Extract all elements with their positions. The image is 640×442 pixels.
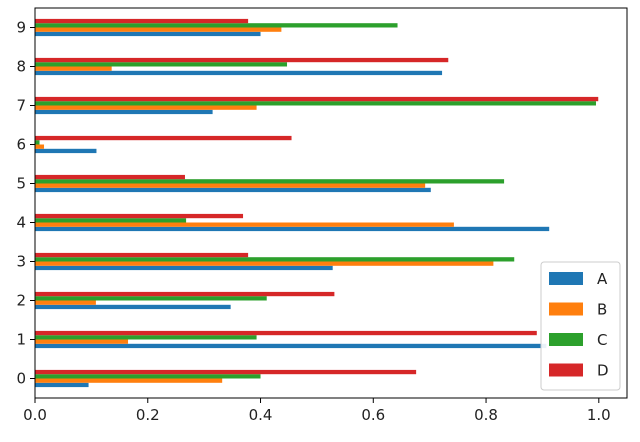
bar-A-3: [35, 265, 333, 271]
x-axis: 0.0 0.2 0.4 0.6 0.8 1.0: [23, 398, 611, 424]
y-tick-label-6: 6: [16, 136, 26, 154]
bar-A-8: [35, 70, 443, 76]
bar-D-9: [35, 18, 249, 24]
x-tick-label-0.0: 0.0: [23, 406, 47, 424]
bar-B-4: [35, 222, 454, 227]
bar-A-0: [35, 382, 89, 388]
y-tick-label-4: 4: [16, 214, 26, 232]
bar-C-1: [35, 335, 257, 340]
bar-B-1: [35, 339, 129, 344]
bar-A-7: [35, 109, 213, 115]
legend-label-C: C: [597, 331, 607, 349]
bar-D-1: [35, 330, 537, 336]
bar-D-5: [35, 174, 185, 180]
bar-D-0: [35, 369, 417, 375]
legend-swatch-B: [549, 302, 583, 316]
y-tick-label-5: 5: [16, 175, 26, 193]
bar-D-6: [35, 135, 292, 141]
bar-A-5: [35, 187, 431, 193]
bar-D-8: [35, 57, 449, 63]
plot-frame: [34, 7, 628, 399]
y-tick-label-7: 7: [16, 97, 26, 115]
legend-box: [540, 261, 621, 391]
bar-C-6: [35, 140, 40, 145]
bar-B-5: [35, 183, 426, 188]
x-tick-label-1.0: 1.0: [587, 406, 611, 424]
y-tick-label-3: 3: [16, 253, 26, 271]
bar-C-0: [35, 374, 261, 379]
bar-D-3: [35, 252, 249, 258]
bar-D-2: [35, 291, 335, 297]
legend-label-B: B: [597, 301, 607, 319]
legend-swatch-A: [549, 272, 583, 285]
legend-label-D: D: [597, 362, 609, 380]
bar-B-6: [35, 144, 45, 149]
y-tick-label-8: 8: [16, 58, 26, 76]
x-tick-label-0.2: 0.2: [136, 406, 160, 424]
y-tick-label-9: 9: [16, 19, 26, 37]
bar-B-2: [35, 300, 96, 305]
bar-A-6: [35, 148, 97, 154]
bar-A-1: [35, 343, 547, 349]
bar-B-7: [35, 105, 257, 110]
bar-C-9: [35, 23, 398, 28]
y-axis: 0 1 2 3 4 5 6 7 8 9: [16, 19, 35, 388]
bar-A-9: [35, 31, 261, 37]
bars-layer: [35, 18, 599, 388]
bar-C-4: [35, 218, 187, 223]
bar-B-0: [35, 378, 223, 383]
bar-C-3: [35, 257, 515, 262]
bar-D-4: [35, 213, 244, 219]
legend-label-A: A: [597, 270, 608, 288]
bar-B-8: [35, 66, 112, 71]
bar-C-7: [35, 101, 596, 106]
bar-D-7: [35, 96, 599, 102]
bar-A-2: [35, 304, 231, 310]
bar-B-9: [35, 27, 282, 32]
bar-B-3: [35, 261, 494, 266]
y-tick-label-1: 1: [16, 331, 26, 349]
x-tick-label-0.4: 0.4: [249, 406, 273, 424]
legend-swatch-D: [549, 363, 583, 377]
legend-swatch-C: [549, 333, 583, 346]
bar-C-2: [35, 296, 267, 301]
x-tick-label-0.8: 0.8: [474, 406, 498, 424]
x-tick-label-0.6: 0.6: [361, 406, 385, 424]
bar-C-5: [35, 179, 505, 184]
y-tick-label-0: 0: [16, 370, 26, 388]
bar-C-8: [35, 62, 288, 67]
bar-A-4: [35, 226, 550, 232]
y-tick-label-2: 2: [16, 292, 26, 310]
